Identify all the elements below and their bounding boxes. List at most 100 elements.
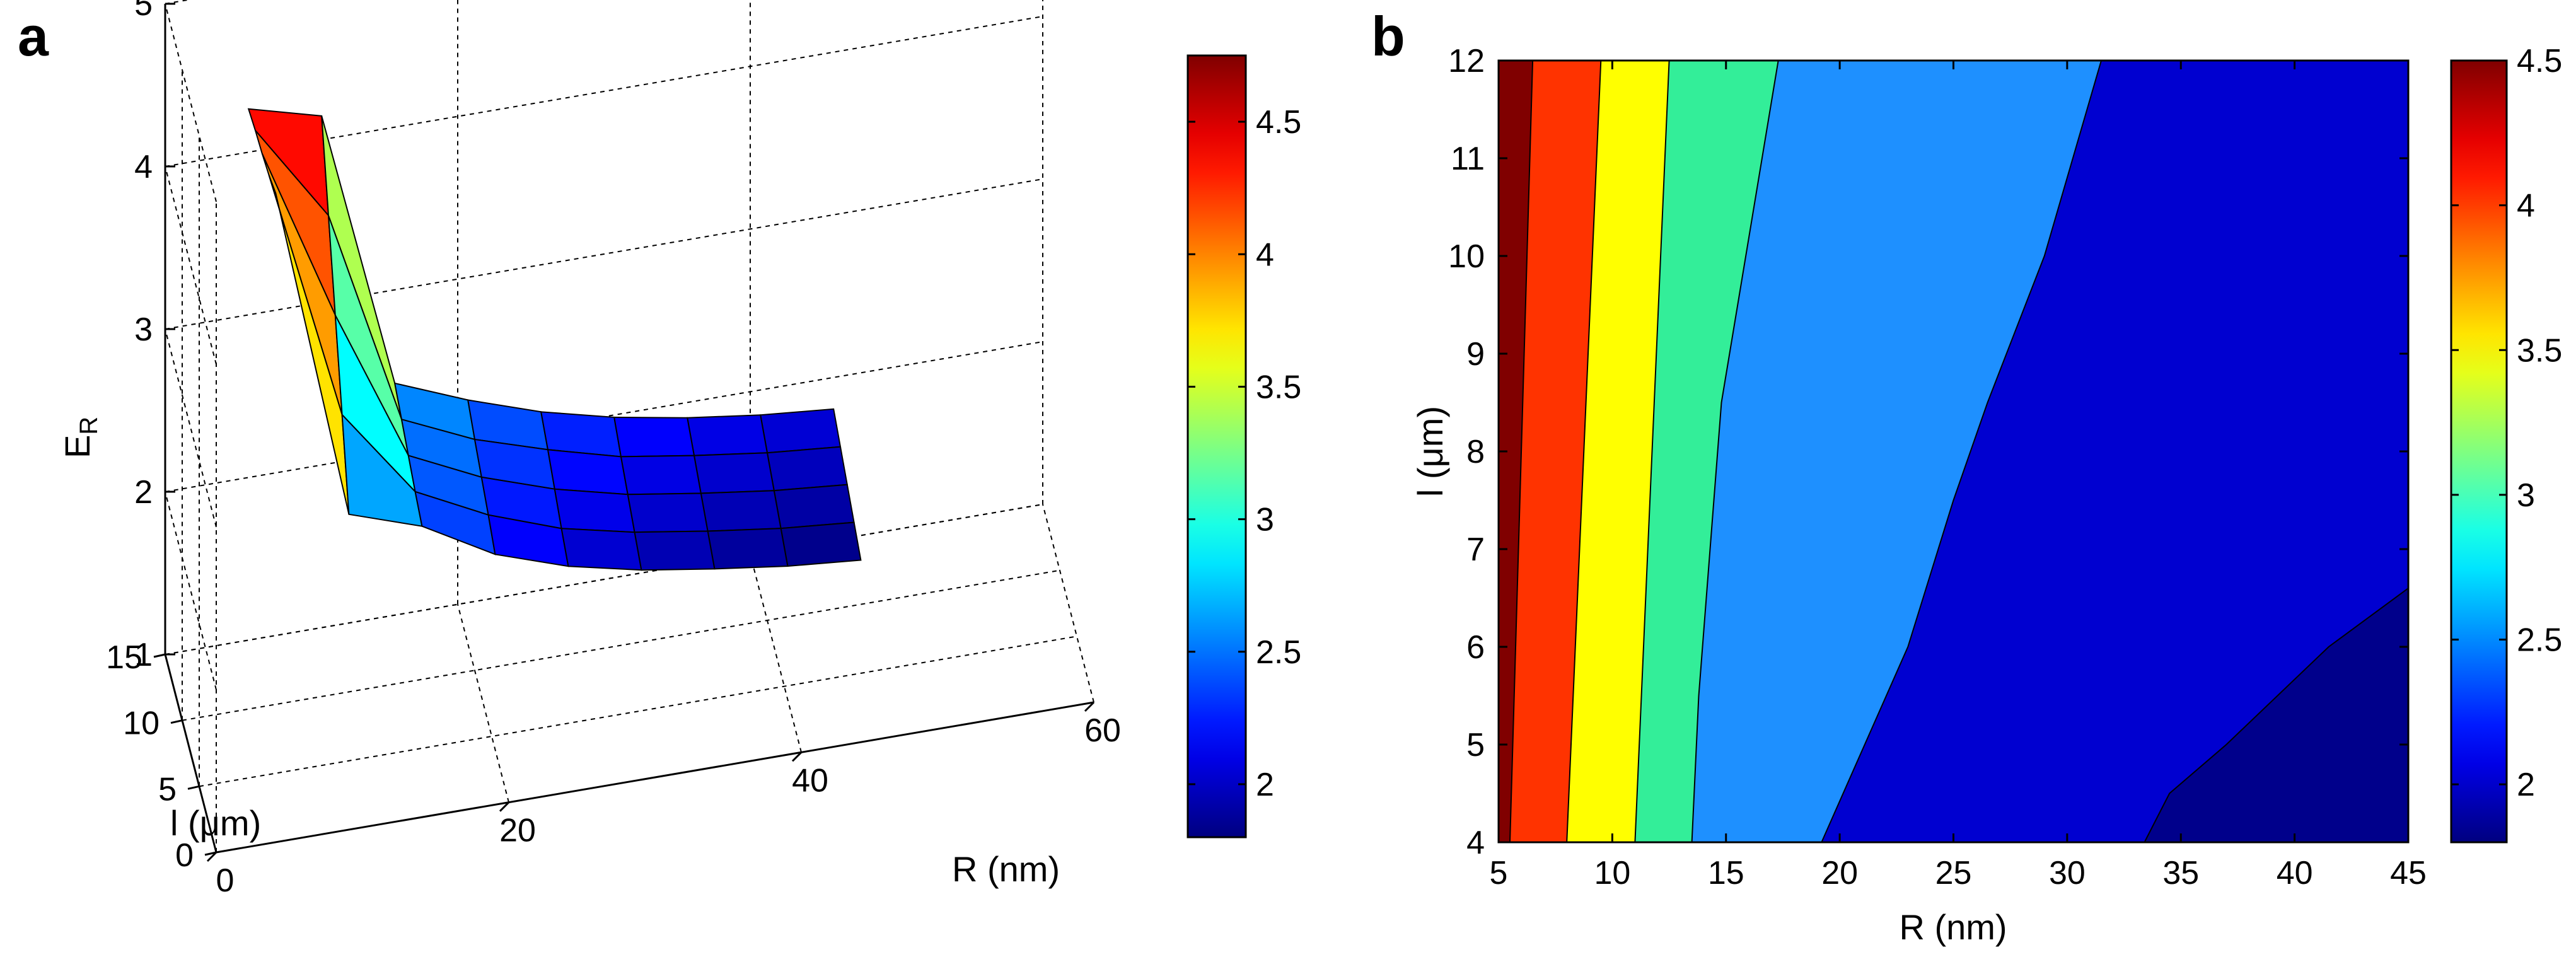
surface-patch bbox=[687, 414, 769, 456]
surface-patch bbox=[560, 528, 642, 571]
grid-line bbox=[165, 0, 192, 4]
x-tick-label: 0 bbox=[216, 862, 235, 899]
x-tick-label: 15 bbox=[1708, 855, 1744, 891]
contour-lines bbox=[1509, 60, 2409, 843]
colorbar-tick-label: 4.5 bbox=[2517, 43, 2562, 79]
grid-line bbox=[165, 328, 217, 528]
surface-tick-labels: 0 20 40 60 0 5 10 151 2 3 4 5 bbox=[106, 0, 1121, 899]
y-tick-label: 10 bbox=[123, 705, 160, 742]
contour-line bbox=[1509, 60, 1534, 843]
y-tick-label: 4 bbox=[1466, 825, 1485, 861]
y-tick-label: 5 bbox=[1466, 727, 1485, 763]
surface-x-axis-label: R (nm) bbox=[952, 849, 1060, 889]
colorbar-tick-label: 4 bbox=[2517, 188, 2535, 224]
contour-line bbox=[1634, 60, 1670, 843]
colorbar-tick-label: 2.5 bbox=[1256, 634, 1301, 671]
contour-fill bbox=[1499, 61, 2408, 842]
y-axis-line bbox=[164, 654, 218, 853]
y-tick bbox=[170, 719, 183, 724]
z-tick-label: 5 bbox=[134, 0, 153, 23]
grid-line bbox=[165, 3, 217, 202]
colorbar-tick-label: 4.5 bbox=[1256, 104, 1301, 141]
y-tick bbox=[187, 785, 200, 790]
y-tick bbox=[204, 851, 217, 856]
grid-line bbox=[199, 635, 1077, 787]
z-tick-label: 1 bbox=[134, 637, 153, 673]
contour-region bbox=[1821, 61, 2408, 842]
panel-b-label: b bbox=[1371, 5, 1405, 67]
x-tick-label: 60 bbox=[1084, 712, 1121, 749]
y-tick-label: 11 bbox=[1451, 141, 1485, 177]
contour-region bbox=[2144, 588, 2408, 842]
grid-line bbox=[1042, 504, 1094, 703]
x-tick-label: 30 bbox=[2049, 855, 2086, 891]
colorbar-tick-label: 3.5 bbox=[1256, 369, 1301, 405]
grid-line bbox=[165, 16, 1043, 167]
x-tick-label: 45 bbox=[2390, 855, 2427, 891]
x-tick-label: 20 bbox=[499, 813, 536, 849]
surface-z-axis-label: ER bbox=[57, 417, 103, 458]
contour-y-axis-label: l (μm) bbox=[1410, 406, 1450, 497]
colorbar-tick-label: 2.5 bbox=[2517, 622, 2562, 659]
y-tick-label: 15 bbox=[106, 639, 142, 676]
grid-line bbox=[165, 504, 1043, 655]
y-tick-label: 9 bbox=[1466, 336, 1485, 373]
surface-z-axis-label-subscript: R bbox=[75, 417, 103, 435]
colorbar-tick-label: 2 bbox=[2517, 767, 2535, 803]
colorbar-tick-label: 3.5 bbox=[2517, 332, 2562, 369]
surface-patch bbox=[620, 455, 702, 496]
x-tick bbox=[791, 751, 803, 762]
y-tick-label: 6 bbox=[1466, 629, 1485, 666]
surface-z-axis-label-main: E bbox=[57, 435, 97, 458]
x-tick-label: 20 bbox=[1821, 855, 1858, 891]
colorbar-tick-label: 3 bbox=[2517, 477, 2535, 514]
contour-line bbox=[2144, 588, 2409, 843]
y-tick-label: 12 bbox=[1448, 43, 1485, 79]
grid-line bbox=[165, 166, 217, 365]
surface-patch bbox=[693, 452, 775, 494]
x-axis-line bbox=[216, 701, 1094, 854]
surface-patch bbox=[780, 521, 862, 567]
grid-line bbox=[182, 569, 1060, 721]
surface-patch bbox=[707, 528, 789, 570]
surface-patch bbox=[766, 446, 848, 492]
surface-plot: 0 20 40 60 0 5 10 151 2 3 4 5 R (nm) l (μm) ER bbox=[57, 0, 1121, 899]
surface-patch bbox=[627, 492, 709, 533]
grid-line bbox=[165, 178, 1043, 330]
surface-patch bbox=[634, 530, 716, 571]
x-tick-label: 25 bbox=[1935, 855, 1972, 891]
x-tick bbox=[499, 801, 510, 812]
x-tick bbox=[206, 851, 218, 862]
y-tick-label: 7 bbox=[1466, 531, 1485, 568]
grid-line bbox=[457, 604, 509, 803]
y-tick-label: 10 bbox=[1448, 238, 1485, 275]
contour-line bbox=[1691, 60, 1779, 843]
contour-region bbox=[1635, 61, 1778, 842]
x-tick-label: 40 bbox=[792, 762, 828, 799]
z-tick-label: 4 bbox=[134, 149, 153, 185]
y-tick bbox=[153, 653, 166, 658]
colorbar-tick-label: 4 bbox=[1256, 236, 1274, 273]
x-tick-label: 10 bbox=[1594, 855, 1630, 891]
y-tick-label: 5 bbox=[158, 771, 177, 808]
contour-colorbar: 2 2.5 3 3.5 4 4.5 bbox=[2450, 43, 2562, 844]
x-tick-label: 35 bbox=[2162, 855, 2199, 891]
surface-y-axis-label: l (μm) bbox=[170, 803, 261, 843]
surface-patch bbox=[613, 416, 695, 458]
x-tick bbox=[1084, 701, 1095, 712]
surface-patch bbox=[760, 408, 842, 454]
x-tick-label: 40 bbox=[2277, 855, 2313, 891]
contour-line bbox=[1566, 60, 1602, 843]
z-tick-label: 2 bbox=[134, 474, 153, 511]
colorbar-bar bbox=[1186, 54, 1247, 838]
grid-line bbox=[750, 554, 802, 753]
colorbar-bar bbox=[2450, 59, 2508, 844]
colorbar-tick-label: 3 bbox=[1256, 502, 1274, 538]
surface-patch bbox=[547, 449, 629, 496]
contour-region bbox=[1691, 61, 2101, 842]
z-tick-label: 3 bbox=[134, 311, 153, 348]
contour-x-axis-label: R (nm) bbox=[1899, 907, 2007, 947]
